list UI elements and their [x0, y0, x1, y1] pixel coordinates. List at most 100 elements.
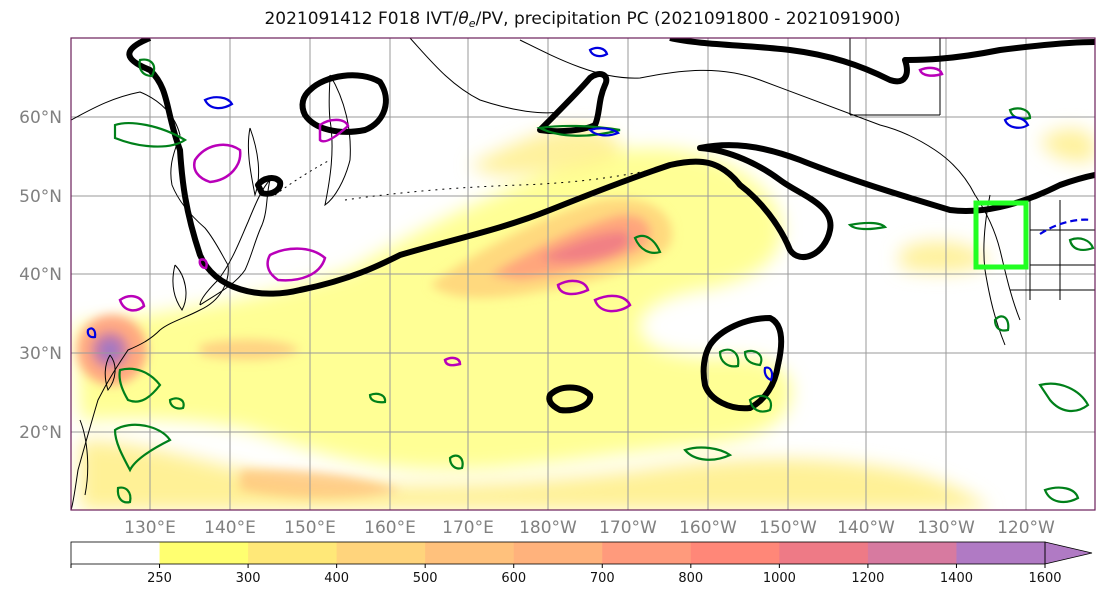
pv-top-contour [669, 38, 1095, 85]
title-theta: θ [458, 9, 469, 29]
colorbar-cell [248, 542, 338, 564]
green-contour-19 [1008, 107, 1032, 120]
green-contour-8 [743, 349, 763, 367]
coast-north-america-west [983, 194, 1006, 346]
lon-label: 130°E [124, 518, 176, 538]
green-contour-18 [116, 486, 132, 504]
title-prefix: 2021091412 F018 IVT/ [264, 9, 459, 29]
blue-contour-3 [587, 127, 621, 137]
lon-label: 130°W [917, 518, 975, 538]
lon-label: 170°W [599, 518, 657, 538]
colorbar-cell [336, 542, 426, 564]
lon-label: 120°W [997, 518, 1055, 538]
map-frame [70, 37, 1096, 511]
theta-e-contours [118, 66, 944, 367]
lon-label: 170°E [442, 518, 494, 538]
lon-label: 150°E [284, 518, 336, 538]
title-theta-sub: e [468, 17, 476, 30]
ivt-band-north [470, 127, 621, 175]
pv-small-loop [255, 175, 284, 197]
colorbar-cell [867, 542, 957, 564]
green-contour-4 [113, 423, 172, 473]
lat-label: 60°N [19, 108, 62, 128]
map-area [71, 38, 1095, 510]
green-contour-5 [536, 124, 621, 137]
blue-contour-2 [588, 46, 609, 58]
colorbar-cells [71, 542, 1046, 564]
theta-contour-4 [118, 294, 146, 312]
pv-contours [126, 38, 1095, 414]
colorbar-cell [425, 542, 515, 564]
chart-title: 2021091412 F018 IVT/θe/PV, precipitation… [0, 9, 1105, 30]
coast-kamchatka [324, 74, 351, 207]
green-contour-12 [993, 315, 1010, 332]
colorbar-tick-label: 1200 [851, 571, 884, 586]
colorbar-cell [956, 542, 1046, 564]
lon-label: 160°W [679, 518, 737, 538]
colorbar: 250 300 400 500 600 700 800 1000 1200 1400 1600 [70, 541, 1093, 586]
colorbar-cell [602, 542, 692, 564]
green-contour-16 [368, 392, 387, 404]
colorbar-tick-label: 800 [678, 571, 703, 586]
green-contours [113, 58, 1095, 504]
green-contour-15 [1068, 237, 1095, 251]
coast-alaska [519, 39, 1021, 321]
target-region-box [973, 200, 1029, 270]
colorbar-cell [513, 542, 603, 564]
ivt-band-ne [1040, 128, 1095, 162]
colorbar-tick-label: 1600 [1028, 571, 1061, 586]
ivt-band-1000 [540, 231, 631, 263]
coast-kuril [274, 159, 331, 196]
colorbar-tick-label: 400 [324, 571, 349, 586]
theta-contour-9 [198, 258, 208, 270]
colorbar-extend-arrow [1044, 541, 1093, 565]
colorbar-tick-label: 1000 [763, 571, 796, 586]
colorbar-tick-label: 500 [413, 571, 438, 586]
lat-label: 50°N [19, 187, 62, 207]
theta-contour-6 [593, 294, 632, 313]
us-state-lines [1010, 200, 1095, 300]
green-contour-1 [113, 122, 188, 148]
blue-contours [86, 46, 1093, 382]
pv-main-contour [126, 38, 1095, 297]
pv-pacific-loop [700, 315, 785, 412]
green-contour-9 [748, 394, 773, 413]
lon-label: 140°W [837, 518, 895, 538]
coast-sakhalin [247, 127, 260, 197]
canada-boundaries [849, 38, 941, 116]
colorbar-tick-label: 700 [590, 571, 615, 586]
ivt-band-west-core [200, 339, 300, 360]
colorbar-ticks: 250 300 400 500 600 700 800 1000 1200 1400 1600 [70, 564, 1062, 586]
theta-contour-3 [318, 118, 350, 143]
colorbar-cell [71, 542, 161, 564]
title-suffix: /PV, precipitation PC (2021091800 - 2021… [475, 9, 901, 29]
lat-labels: 60°N 50°N 40°N 30°N 20°N [19, 108, 62, 443]
green-contour-11 [847, 221, 888, 231]
colorbar-tick-label: 1400 [940, 571, 973, 586]
green-contour-10 [683, 446, 733, 461]
blue-contour-7 [763, 366, 774, 382]
lat-label: 40°N [19, 265, 62, 285]
graticule [71, 38, 1095, 510]
theta-contour-2 [266, 247, 327, 282]
green-contour-20 [168, 397, 185, 410]
blue-contour-6 [86, 327, 97, 339]
lon-label: 140°E [204, 518, 256, 538]
colorbar-cell [779, 542, 869, 564]
theta-contour-5 [556, 279, 590, 296]
ivt-band-south-core [240, 469, 400, 499]
lat-label: 20°N [19, 423, 62, 443]
blue-contour-4 [1003, 116, 1030, 129]
theta-contour-1 [193, 143, 242, 184]
colorbar-outline [70, 541, 1046, 565]
colorbar-cell [159, 542, 249, 564]
theta-contour-8 [918, 66, 944, 77]
green-contour-2 [138, 58, 156, 78]
coast-asia-mainland [71, 91, 229, 510]
coast-taiwan-philippines [79, 354, 116, 496]
blue-contour-1 [203, 96, 234, 110]
green-contour-17 [448, 454, 464, 470]
lon-label: 180°W [519, 518, 577, 538]
pv-kamchatka-loop [299, 72, 389, 135]
